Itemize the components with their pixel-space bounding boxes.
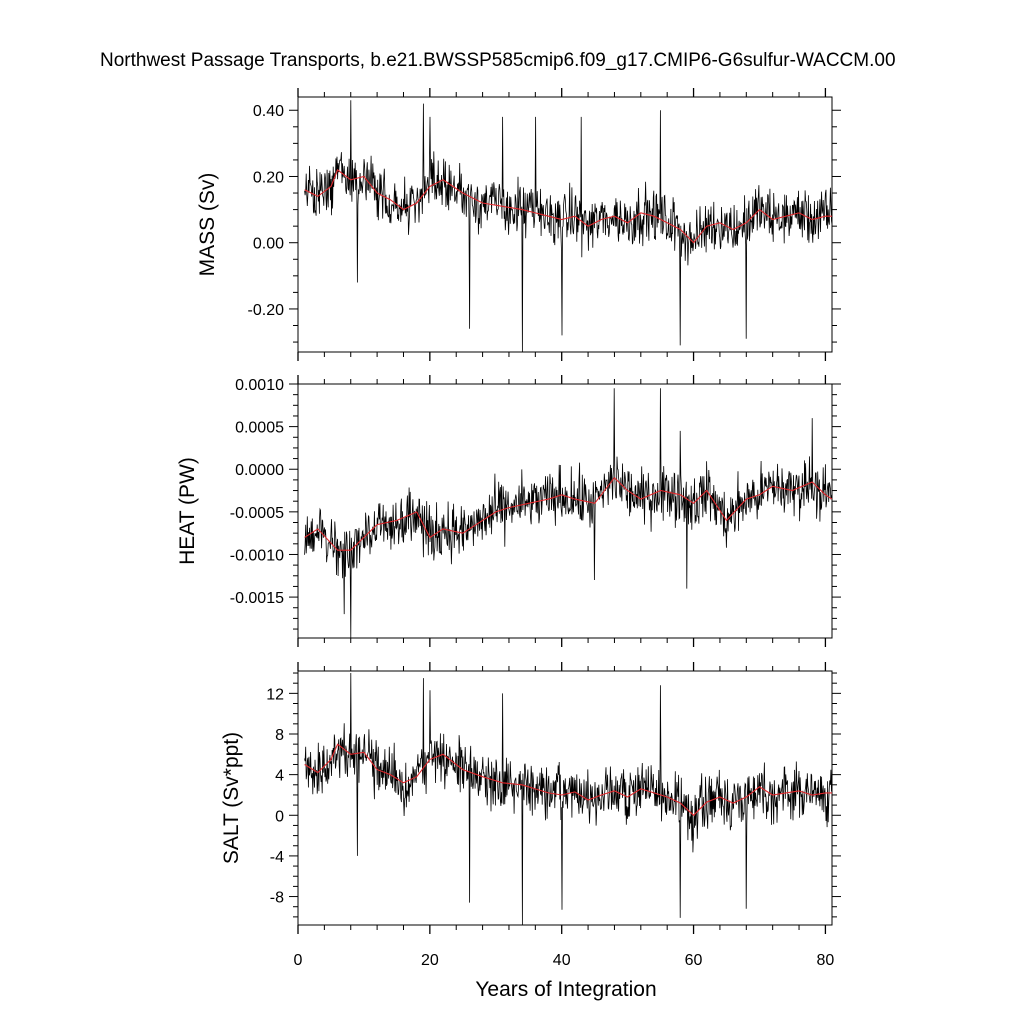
mass-y-axis-label: MASS (Sv) (196, 173, 219, 277)
salt-series-raw (304, 672, 832, 925)
x-tick-label: 80 (817, 952, 835, 969)
panel-heat: -0.0015 -0.0010 -0.0005 0.0000 0.0005 0.0010 H… (176, 375, 841, 647)
mass-series-smoothed (304, 169, 832, 244)
heat-series-raw (304, 388, 832, 638)
mass-y-tick-label: 0.40 (253, 103, 284, 120)
salt-plot-frame (297, 670, 833, 926)
heat-y-tick-label: -0.0015 (230, 590, 284, 607)
x-tick-label: 40 (553, 952, 571, 969)
salt-y-tick-label: 12 (266, 686, 284, 703)
salt-y-tick-label: 8 (275, 727, 284, 744)
heat-y-tick-label: -0.0005 (230, 505, 284, 522)
heat-y-tick-label: 0.0005 (235, 420, 284, 437)
mass-y-tick-label: 0.20 (253, 169, 284, 186)
heat-y-axis-label: HEAT (PW) (176, 457, 199, 565)
salt-y-tick-label: -4 (270, 849, 284, 866)
heat-y-tick-label: -0.0010 (230, 547, 284, 564)
salt-y-tick-label: 0 (275, 808, 284, 825)
panel-mass: -0.20 0.00 0.20 0.40 MASS (Sv) (196, 88, 841, 361)
salt-y-tick-label: -8 (270, 890, 284, 907)
salt-y-axis-label: SALT (Sv*ppt) (220, 732, 243, 864)
salt-y-tick-label: 4 (275, 768, 284, 785)
x-tick-label: 60 (685, 952, 703, 969)
panel-salt: -8 -4 0 4 8 12 SALT (Sv*ppt) (220, 662, 841, 934)
heat-series-smoothed (304, 476, 833, 551)
chart-title: Northwest Passage Transports, b.e21.BWSS… (100, 50, 896, 71)
mass-y-tick-label: -0.20 (248, 302, 285, 319)
x-tick-label: 0 (294, 952, 303, 969)
x-axis: 0 20 40 60 80 (294, 952, 835, 969)
x-tick-label: 20 (421, 952, 439, 969)
salt-series-smoothed (304, 743, 832, 817)
heat-plot-frame (297, 383, 833, 639)
mass-y-tick-label: 0.00 (253, 236, 284, 253)
x-axis-label: Years of Integration (475, 978, 656, 1001)
heat-y-tick-label: 0.0000 (235, 462, 284, 479)
mass-series-raw (304, 100, 832, 352)
heat-y-tick-label: 0.0010 (235, 377, 284, 394)
